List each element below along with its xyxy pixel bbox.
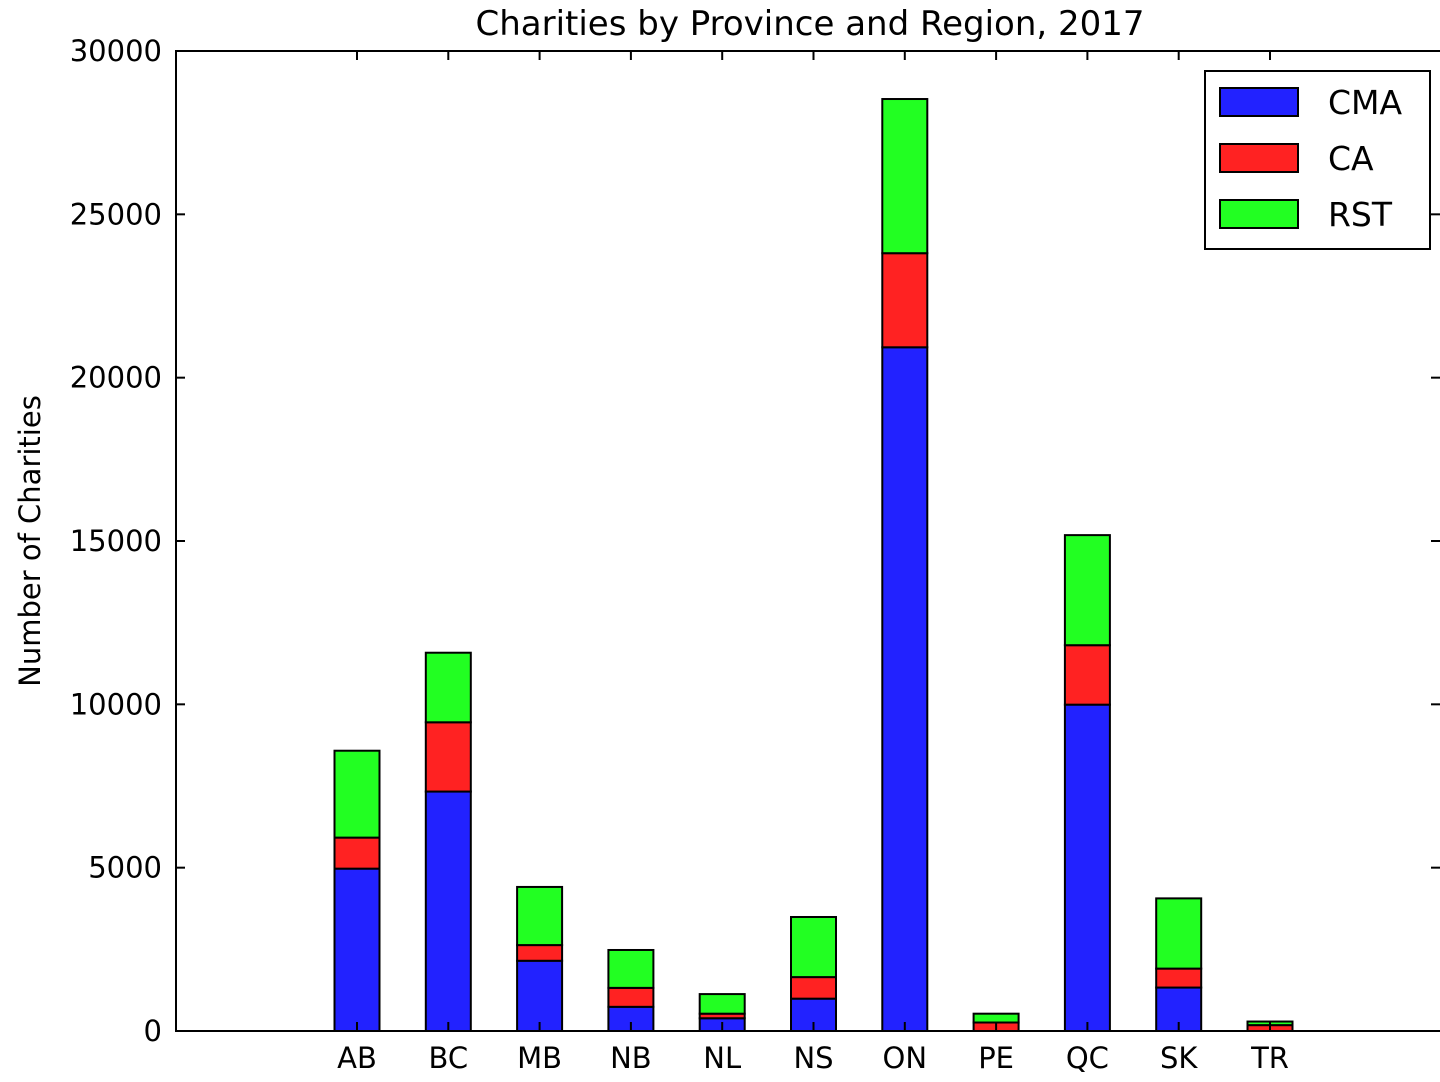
y-tick-label: 15000 xyxy=(70,524,162,558)
y-axis-label: Number of Charities xyxy=(13,395,47,687)
legend-label-cma: CMA xyxy=(1328,83,1403,122)
x-tick-label: NS xyxy=(793,1041,833,1075)
ticks-layer: 0 5000 10000 15000 20000 25000 30000 AB BC MB NB NL… xyxy=(70,34,1440,1075)
x-tick-label: BC xyxy=(428,1041,468,1075)
bar-ab-rst xyxy=(333,749,381,839)
x-tick-label: QC xyxy=(1066,1041,1109,1075)
bar-bc-ca xyxy=(424,721,472,793)
y-tick-label: 5000 xyxy=(88,851,162,885)
bar-ns-ca xyxy=(790,976,837,1000)
x-tick-label: NL xyxy=(703,1041,741,1075)
x-tick-label: ON xyxy=(883,1041,928,1075)
legend: CMA CA RST xyxy=(1204,70,1431,250)
bar-on-ca xyxy=(881,252,929,349)
y-tick-label: 30000 xyxy=(70,34,162,68)
x-tick-label: NB xyxy=(610,1041,652,1075)
bar-nl-rst xyxy=(698,993,746,1015)
bar-on-rst xyxy=(881,98,929,255)
bar-pe-rst xyxy=(972,1012,1020,1024)
bar-ns-rst xyxy=(790,915,837,979)
x-tick-label: MB xyxy=(517,1041,562,1075)
bar-nb-ca xyxy=(607,986,655,1008)
y-tick-label: 20000 xyxy=(70,361,162,395)
bar-ab-ca xyxy=(333,836,381,870)
bar-sk-rst xyxy=(1155,897,1203,970)
bar-sk-ca xyxy=(1155,967,1203,989)
bar-ab-cma xyxy=(333,867,381,1032)
y-tick-label: 25000 xyxy=(70,197,162,231)
bar-mb-rst xyxy=(516,885,564,947)
x-tick-label: TR xyxy=(1250,1041,1289,1075)
bars-layer xyxy=(333,98,1294,1033)
bar-on-cma xyxy=(881,346,929,1032)
y-tick-label: 0 xyxy=(144,1014,162,1048)
bar-nb-rst xyxy=(607,948,655,989)
bar-qc-rst xyxy=(1063,534,1111,647)
bar-bc-cma xyxy=(424,790,472,1033)
bar-mb-cma xyxy=(516,959,564,1032)
legend-swatch-ca xyxy=(1219,143,1299,173)
legend-label-ca: CA xyxy=(1328,139,1374,178)
bar-bc-rst xyxy=(424,651,472,724)
bar-mb-ca xyxy=(516,944,564,962)
x-tick-label: SK xyxy=(1160,1041,1198,1075)
chart-title: Charities by Province and Region, 2017 xyxy=(475,4,1144,44)
legend-swatch-rst xyxy=(1219,199,1299,229)
y-tick-label: 10000 xyxy=(70,687,162,721)
legend-label-rst: RST xyxy=(1328,195,1393,234)
bar-qc-ca xyxy=(1063,644,1111,706)
x-tick-label: AB xyxy=(337,1041,377,1075)
bar-qc-cma xyxy=(1063,703,1111,1032)
x-tick-label: PE xyxy=(978,1041,1014,1075)
legend-swatch-cma xyxy=(1219,87,1299,117)
